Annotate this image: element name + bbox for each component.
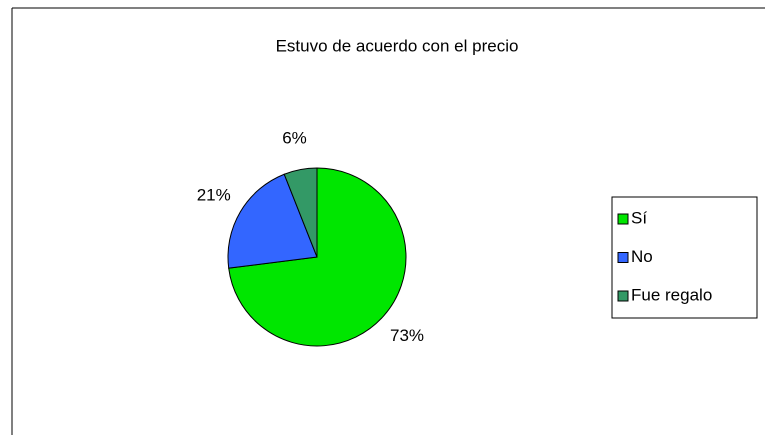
legend-label: Sí — [631, 208, 647, 227]
pie-slice — [227, 173, 318, 269]
legend-swatch — [617, 213, 629, 225]
data-label: 73% — [390, 326, 424, 345]
legend-swatch — [617, 290, 629, 302]
legend-label: No — [631, 247, 653, 266]
pie-slice — [283, 167, 318, 258]
data-label: 21% — [197, 185, 231, 204]
legend-label: Fue regalo — [631, 285, 712, 304]
legend-box — [611, 196, 758, 319]
legend-swatch — [617, 252, 629, 263]
chart-title: Estuvo de acuerdo con el precio — [276, 36, 519, 55]
data-label: 6% — [282, 129, 307, 148]
